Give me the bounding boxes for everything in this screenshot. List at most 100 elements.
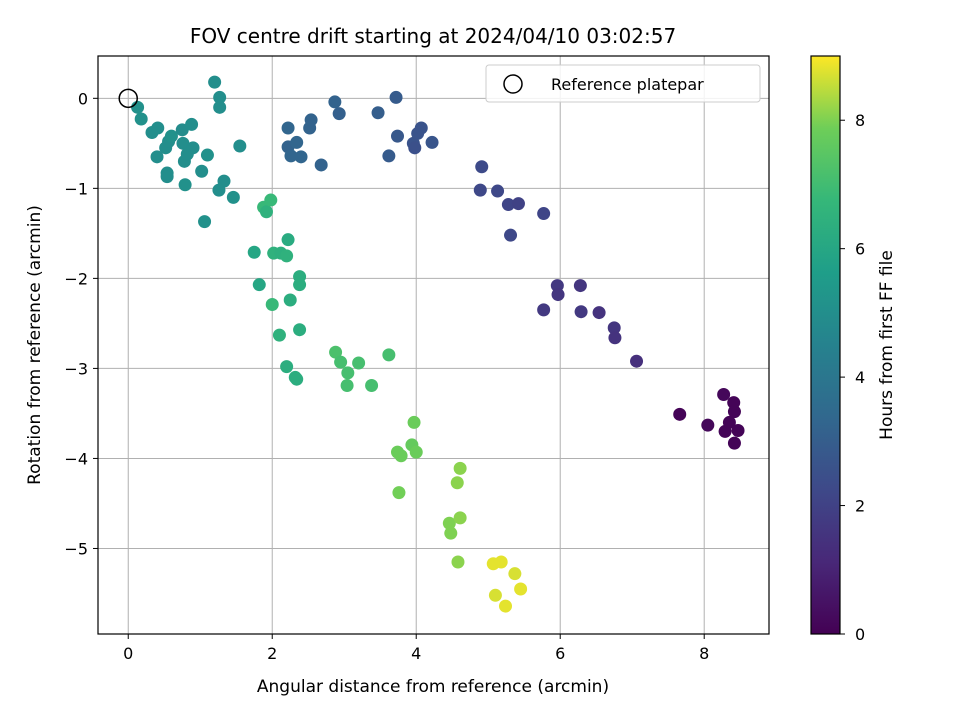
data-point [537,207,551,221]
colorbar-ticks: 0 2 4 6 8 [840,111,865,644]
plot-frame [97,55,770,635]
x-tick-label: 4 [411,644,421,663]
chart-title: FOV centre drift starting at 2024/04/10 … [190,24,676,48]
y-tick-label: −4 [64,449,88,468]
data-point [722,415,736,429]
data-points [131,75,745,613]
data-point [290,372,304,386]
data-point [151,121,165,135]
y-tick-label: −2 [64,269,88,288]
data-point [213,90,227,104]
x-tick-label: 0 [123,644,133,663]
y-tick-label: −3 [64,359,88,378]
data-point [233,139,247,153]
x-tick-label: 6 [555,644,565,663]
colorbar: 0 2 4 6 8 Hours from first FF file [810,55,897,644]
data-point [731,424,745,438]
colorbar-tick-label: 2 [855,497,865,516]
data-point [134,112,148,126]
colorbar-gradient [811,56,840,634]
data-point [491,184,505,198]
data-point [453,461,467,475]
data-point [537,303,551,317]
data-point [389,90,403,104]
colorbar-tick-label: 4 [855,368,865,387]
data-point [394,449,408,463]
data-point [186,141,200,155]
data-point [551,288,565,302]
data-point [195,164,209,178]
data-point [498,599,512,613]
data-point [488,588,502,602]
legend: Reference platepar [485,64,761,103]
data-point [293,278,307,292]
data-point [329,345,343,359]
data-point [340,379,354,393]
data-point [328,95,342,109]
data-point [283,293,297,307]
data-point [212,183,226,197]
data-point [247,245,261,259]
data-point [701,418,715,432]
colorbar-tick-label: 8 [855,111,865,130]
data-point [391,129,405,143]
data-point [332,107,346,121]
data-point [284,149,298,163]
y-axis-ticks: 0 −1 −2 −3 −4 −5 [64,89,98,558]
data-point [607,321,621,335]
x-tick-label: 8 [699,644,709,663]
y-tick-label: −5 [64,539,88,558]
y-tick-label: −1 [64,179,88,198]
colorbar-frame [810,55,841,635]
data-point [407,415,421,429]
data-point [425,135,439,149]
data-point [573,279,587,293]
data-point [717,388,731,402]
colorbar-label: Hours from first FF file [877,250,897,440]
x-tick-label: 2 [267,644,277,663]
data-point [504,228,518,242]
data-point [511,197,525,211]
data-point [304,113,318,127]
data-point [341,366,355,380]
data-point [473,183,487,197]
reference-platepar-marker [118,88,138,109]
data-point [178,178,192,192]
data-point [293,323,307,337]
colorbar-tick-label: 6 [855,240,865,259]
data-point [508,567,522,581]
data-point [408,141,422,155]
data-point [265,297,279,311]
colorbar-tick-label: 0 [855,625,865,644]
data-point [185,117,199,131]
data-point [281,233,295,247]
data-point [294,150,308,164]
data-point [252,278,266,292]
data-point [392,486,406,500]
data-point [280,249,294,263]
data-point [608,331,622,345]
data-point [371,106,385,120]
data-point [334,355,348,369]
data-point [727,436,741,450]
data-point [280,360,294,374]
y-tick-label: 0 [78,89,88,108]
data-point [259,205,273,219]
data-point [453,511,467,525]
data-point [352,356,366,370]
data-point [409,445,423,459]
legend-reference-marker [503,74,523,94]
reference-marker-layer [118,88,138,109]
data-point [574,305,588,319]
data-point [365,379,379,393]
data-point [414,121,428,135]
data-point [450,476,464,490]
data-point [501,198,515,212]
data-point [213,100,227,114]
data-point [160,170,174,184]
data-point [131,100,145,114]
legend-box [485,64,761,103]
data-point [176,136,190,150]
data-point [727,405,741,419]
